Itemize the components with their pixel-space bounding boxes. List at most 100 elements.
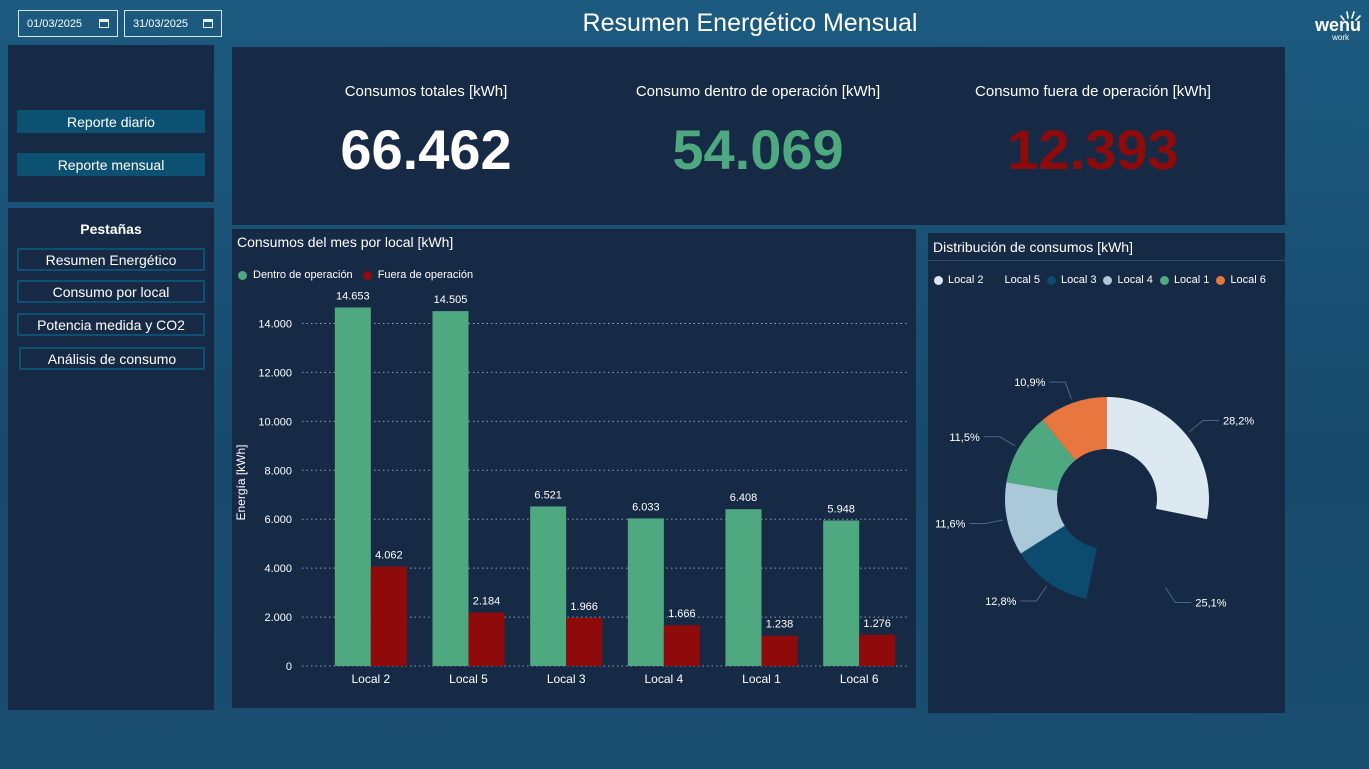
donut-slice[interactable]	[1005, 482, 1065, 554]
outside-consumption-label: Consumo fuera de operación [kWh]	[975, 83, 1211, 100]
legend-dot-outside	[362, 270, 372, 280]
bar-outside[interactable]	[468, 612, 505, 666]
bar-data-label: 1.238	[766, 619, 794, 631]
donut-leader-line	[1049, 381, 1072, 400]
legend-dot	[934, 275, 943, 285]
y-tick-label: 4.000	[264, 563, 292, 575]
bar-inside[interactable]	[530, 506, 567, 666]
bar-chart-legend: Dentro de operación Fuera de operación	[238, 269, 473, 281]
bar-outside[interactable]	[566, 617, 603, 666]
bar-data-label: 4.062	[375, 550, 403, 562]
logo-word: wenu	[1314, 15, 1361, 35]
bar-data-label: 5.948	[827, 503, 855, 515]
bar-data-label: 6.033	[632, 501, 660, 513]
legend-dot	[1046, 275, 1056, 285]
legend-dot	[990, 275, 1000, 285]
inside-consumption-label: Consumo dentro de operación [kWh]	[635, 83, 881, 100]
bar-inside[interactable]	[334, 307, 371, 666]
bar-inside[interactable]	[823, 520, 860, 666]
donut-data-label: 10,9%	[1014, 377, 1045, 389]
date-start-value: 01/03/2025	[27, 17, 83, 30]
donut-chart-title: Distribución de consumos [kWh]	[933, 239, 1133, 255]
legend-dot	[1159, 275, 1169, 285]
donut-leader-line	[969, 519, 1004, 525]
donut-leader-line	[983, 436, 1016, 447]
y-tick-label: 2.000	[264, 612, 292, 624]
legend-label: Local 3	[1060, 274, 1097, 286]
x-tick-label: Local 1	[742, 672, 781, 686]
legend-label: Local 1	[1173, 274, 1210, 286]
outside-consumption-value: 12.393	[1007, 118, 1179, 181]
donut-slice[interactable]	[1042, 397, 1107, 461]
bar-outside[interactable]	[859, 634, 896, 666]
bar-data-label: 1.666	[668, 608, 696, 620]
bar-data-label: 1.966	[570, 601, 598, 613]
legend-label: Local 6	[1230, 274, 1266, 286]
x-tick-label: Local 2	[351, 672, 390, 686]
x-tick-label: Local 5	[449, 672, 488, 686]
signal-rays-icon	[1340, 11, 1361, 21]
page-title: Resumen Energético Mensual	[582, 9, 918, 37]
donut-data-label: 12,8%	[985, 596, 1016, 608]
legend-label-outside: Fuera de operación	[377, 269, 474, 281]
bar-outside[interactable]	[370, 566, 407, 666]
reports-panel: Reporte diario Reporte mensual	[8, 45, 214, 202]
monthly-report-button[interactable]: Reporte mensual	[17, 153, 205, 176]
x-tick-label: Local 6	[840, 672, 879, 686]
calendar-icon[interactable]	[203, 19, 213, 28]
donut-data-label: 28,2%	[1223, 415, 1254, 427]
legend-label: Local 5	[1004, 274, 1040, 286]
tab-potencia-medida[interactable]: Potencia medida y CO2	[17, 313, 205, 336]
donut-leader-line	[1020, 585, 1048, 602]
legend-dot	[1103, 275, 1113, 285]
bar-inside[interactable]	[627, 518, 664, 666]
inside-consumption-value: 54.069	[672, 118, 844, 181]
donut-chart-legend: Local 2 Local 5 Local 3 Local 4 Local 1 Local…	[934, 274, 1268, 286]
brand-logo: wenu work	[1283, 8, 1361, 46]
y-tick-label: 10.000	[258, 416, 292, 428]
bar-data-label: 6.408	[730, 492, 758, 504]
donut-slice[interactable]	[1006, 419, 1076, 491]
donut-leader-line	[1165, 587, 1192, 603]
tabs-heading: Pestañas	[80, 221, 142, 237]
donut-leader-line	[1188, 419, 1219, 433]
total-consumption-label: Consumos totales [kWh]	[344, 83, 508, 100]
donut-chart-panel: Distribución de consumos [kWh] Local 2 Lo…	[928, 233, 1285, 713]
bar-inside[interactable]	[432, 311, 469, 666]
tab-resumen-energetico[interactable]: Resumen Energético	[17, 248, 205, 271]
kpi-panel: Consumos totales [kWh] 66.462 Consumo de…	[232, 47, 1285, 225]
x-tick-label: Local 3	[547, 672, 586, 686]
y-tick-label: 8.000	[264, 465, 292, 477]
legend-label: Local 4	[1117, 274, 1153, 286]
bar-outside[interactable]	[663, 625, 700, 666]
donut-slice[interactable]	[1020, 525, 1097, 599]
bar-inside[interactable]	[725, 509, 762, 666]
date-end-value: 31/03/2025	[133, 17, 189, 30]
bar-chart-title: Consumos del mes por local [kWh]	[237, 234, 454, 250]
bar-chart: 0 2.000 4.000 6.000 8.000 10.000 12.000 14.000 E…	[234, 290, 908, 686]
donut-slice[interactable]	[1086, 508, 1207, 601]
y-axis-label: Energía [kWh]	[234, 444, 248, 520]
donut-slice[interactable]	[1107, 397, 1209, 520]
donut-data-label: 11,6%	[935, 519, 966, 531]
bar-outside[interactable]	[761, 635, 798, 666]
donut-data-label: 25,1%	[1195, 597, 1226, 609]
bar-data-label: 6.521	[534, 489, 562, 501]
donut-data-label: 11,5%	[949, 432, 980, 444]
y-tick-label: 14.000	[258, 318, 292, 330]
logo-sub: work	[1332, 33, 1349, 42]
tab-consumo-por-local[interactable]: Consumo por local	[17, 280, 205, 303]
y-tick-label: 6.000	[264, 514, 292, 526]
tabs-panel: Pestañas Resumen Energético Consumo por …	[8, 208, 214, 710]
donut-title-rule	[928, 260, 1285, 261]
bar-data-label: 1.276	[863, 618, 891, 630]
legend-label: Local 2	[948, 274, 984, 286]
date-start-input[interactable]: 01/03/2025	[18, 10, 118, 37]
x-tick-label: Local 4	[644, 672, 683, 686]
date-end-input[interactable]: 31/03/2025	[124, 10, 222, 37]
tab-analisis-consumo[interactable]: Análisis de consumo	[19, 347, 205, 370]
bar-data-label: 2.184	[473, 596, 501, 608]
bar-chart-panel: Consumos del mes por local [kWh] Dentro …	[232, 229, 916, 708]
daily-report-button[interactable]: Reporte diario	[17, 110, 205, 133]
calendar-icon[interactable]	[99, 19, 109, 28]
